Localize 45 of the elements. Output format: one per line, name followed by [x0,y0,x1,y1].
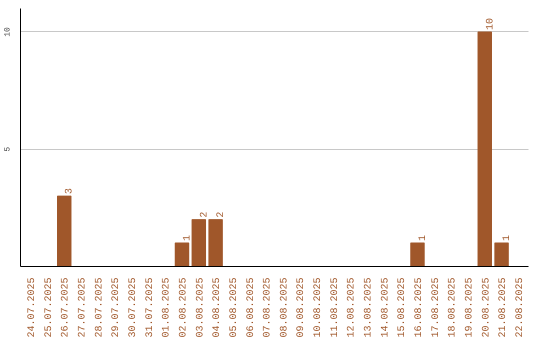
y-tick-label: 5 [4,146,12,152]
x-tick-label: 10.08.2025 [313,277,324,338]
x-tick-label: 17.08.2025 [430,277,442,338]
x-tick-label: 11.08.2025 [330,277,341,338]
data-label: 1 [182,235,194,242]
bar [208,219,223,266]
x-tick-label: 28.07.2025 [94,277,106,338]
x-tick-label: 12.08.2025 [346,277,358,338]
x-tick-label: 04.08.2025 [212,277,224,338]
x-tick-label: 13.08.2025 [364,277,375,338]
x-tick-label: 26.07.2025 [60,277,72,338]
data-label: 3 [64,188,76,194]
x-tick-label: 16.08.2025 [414,277,425,338]
x-tick-label: 22.08.2025 [514,277,526,338]
x-tick-label: 29.07.2025 [111,277,122,338]
x-tick-label: 27.07.2025 [78,277,89,338]
x-tick-label: 06.08.2025 [246,277,257,338]
data-label: 10 [485,18,496,30]
x-tick-label: 24.07.2025 [27,277,38,338]
data-label: 2 [199,212,210,218]
x-tick-label: 21.08.2025 [498,277,510,338]
data-label: 1 [418,235,429,242]
x-tick-label: 25.07.2025 [44,277,55,338]
x-tick-label: 18.08.2025 [448,277,459,338]
bar [57,196,72,266]
bar [192,219,206,266]
x-tick-label: 05.08.2025 [228,277,240,338]
data-label: 1 [502,235,514,242]
x-tick-label: 03.08.2025 [195,277,206,338]
data-label: 2 [216,212,228,218]
bar [478,31,492,266]
bar [410,242,425,266]
x-tick-label: 07.08.2025 [262,277,274,338]
x-tick-label: 08.08.2025 [279,277,290,338]
x-tick-label: 09.08.2025 [296,277,308,338]
x-tick-label: 15.08.2025 [397,277,408,338]
x-tick-label: 20.08.2025 [481,277,492,338]
x-tick-label: 14.08.2025 [380,277,392,338]
x-tick-label: 02.08.2025 [178,277,190,338]
bar [494,242,509,266]
x-tick-label: 30.07.2025 [128,277,140,338]
x-tick-label: 19.08.2025 [464,277,476,338]
x-tick-label: 01.08.2025 [162,277,173,338]
bar [174,242,190,266]
x-tick-label: 31.07.2025 [144,277,156,338]
